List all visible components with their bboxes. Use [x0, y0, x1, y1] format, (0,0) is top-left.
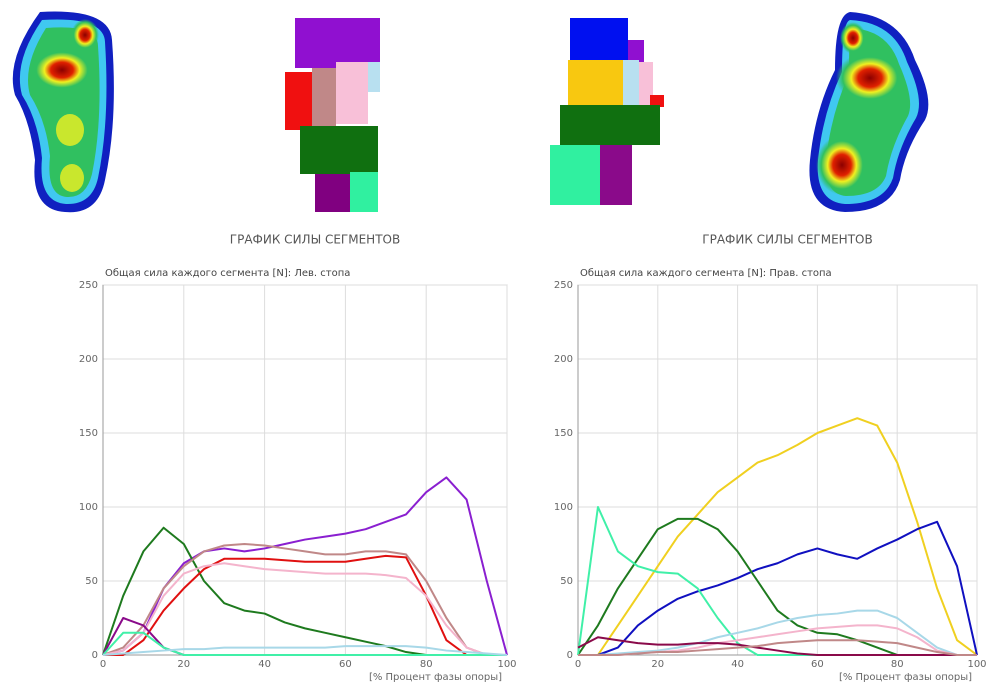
page: ГРАФИК СИЛЫ СЕГМЕНТОВ Общая сила каждого … — [0, 0, 994, 684]
y-tick-label: 0 — [567, 650, 573, 661]
x-tick-label: 60 — [339, 659, 352, 670]
chart-subtitle: Общая сила каждого сегмента [N]: Лев. ст… — [105, 268, 350, 279]
x-tick-label: 0 — [575, 659, 581, 670]
x-tick-label: 40 — [731, 659, 744, 670]
x-tick-label: 100 — [497, 659, 516, 670]
x-tick-label: 80 — [891, 659, 904, 670]
right-foot-heatmap — [809, 12, 928, 212]
plot-area — [103, 285, 507, 655]
chart-title: ГРАФИК СИЛЫ СЕГМЕНТОВ — [230, 233, 400, 247]
y-tick-label: 200 — [554, 354, 573, 365]
x-tick-label: 0 — [100, 659, 106, 670]
left-foot-heatmap — [13, 12, 114, 213]
y-tick-label: 150 — [79, 428, 98, 439]
x-tick-label: 100 — [967, 659, 986, 670]
y-tick-label: 100 — [79, 502, 98, 513]
plot-area — [578, 285, 977, 655]
chart-title: ГРАФИК СИЛЫ СЕГМЕНТОВ — [702, 233, 872, 247]
y-tick-label: 250 — [79, 280, 98, 291]
left-foot-segments — [285, 18, 380, 212]
y-tick-label: 150 — [554, 428, 573, 439]
x-tick-label: 20 — [177, 659, 190, 670]
x-tick-label: 60 — [811, 659, 824, 670]
y-tick-label: 0 — [92, 650, 98, 661]
y-tick-label: 50 — [85, 576, 98, 587]
right-foot-segments — [550, 18, 664, 205]
x-tick-label: 20 — [651, 659, 664, 670]
x-axis-label: [% Процент фазы опоры] — [839, 672, 972, 683]
x-tick-label: 40 — [258, 659, 271, 670]
y-tick-label: 50 — [560, 576, 573, 587]
x-axis-label: [% Процент фазы опоры] — [369, 672, 502, 683]
y-tick-label: 200 — [79, 354, 98, 365]
x-tick-label: 80 — [420, 659, 433, 670]
y-tick-label: 250 — [554, 280, 573, 291]
y-tick-label: 100 — [554, 502, 573, 513]
chart-subtitle: Общая сила каждого сегмента [N]: Прав. с… — [580, 268, 832, 279]
